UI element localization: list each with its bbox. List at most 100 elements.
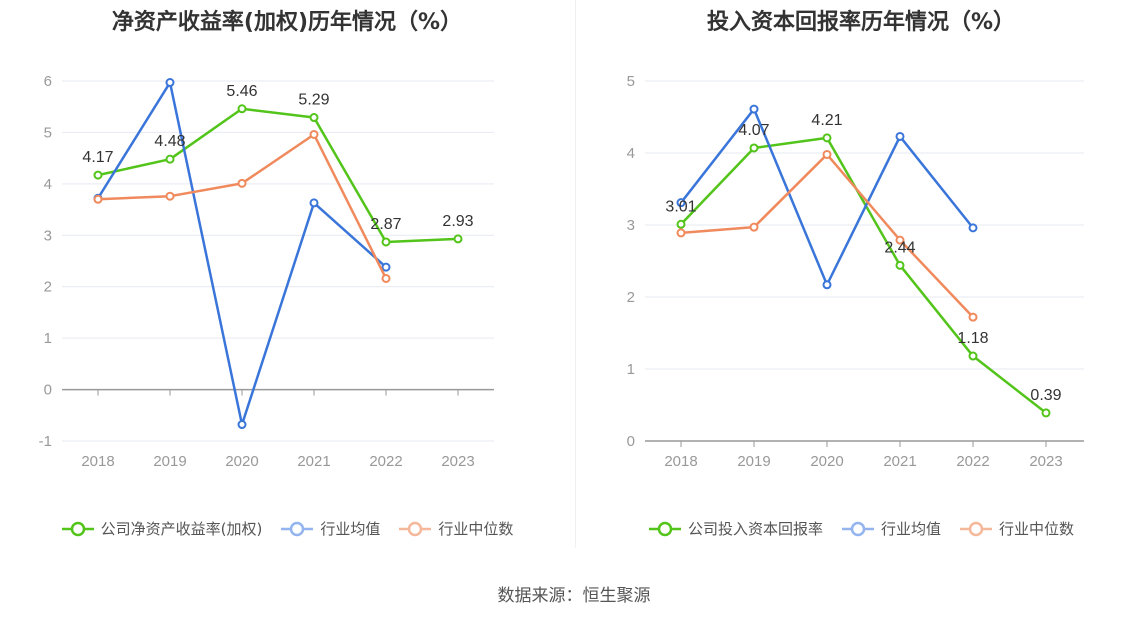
data-point[interactable] [822, 280, 832, 290]
data-label: 2.93 [442, 213, 473, 230]
y-tick-label: 0 [44, 382, 52, 399]
data-label: 2.44 [884, 239, 915, 256]
y-tick-label: 6 [44, 73, 52, 90]
legend-item-industry-median[interactable]: 行业中位数 [959, 518, 1074, 539]
data-point[interactable] [381, 262, 391, 272]
x-tick-label: 2022 [369, 453, 402, 470]
y-tick-label: 3 [44, 227, 52, 244]
series-line [96, 81, 387, 426]
y-tick-label: 5 [44, 124, 52, 141]
data-point[interactable] [749, 143, 759, 153]
y-tick-label: 4 [627, 145, 635, 162]
data-label: 4.48 [154, 133, 185, 150]
data-point[interactable] [676, 219, 686, 229]
series-line [680, 136, 1047, 414]
data-point[interactable] [165, 78, 175, 88]
legend-label: 公司投入资本回报率 [687, 520, 823, 538]
chart-title: 投入资本回报率历年情况（%） [706, 10, 1016, 35]
data-point[interactable] [309, 129, 319, 139]
data-point[interactable] [237, 420, 247, 430]
x-tick-label: 2019 [153, 453, 186, 470]
data-label: 5.29 [298, 92, 329, 109]
legend-label: 行业均值 [880, 520, 941, 538]
legend-line-marker-icon [960, 521, 992, 536]
data-point[interactable] [968, 351, 978, 361]
data-point[interactable] [381, 273, 391, 283]
legend-item-company[interactable]: 公司净资产收益率(加权) [61, 518, 263, 539]
x-tick-label: 2023 [441, 453, 474, 470]
chart-roe: 净资产收益率(加权)历年情况（%） -1 0 1 2 3 4 5 6 2018 2019 2020 2… [0, 0, 574, 560]
y-tick-label: 5 [627, 73, 635, 90]
x-tick-label: 2020 [225, 453, 258, 470]
data-point[interactable] [895, 260, 905, 270]
legend-item-industry-mean[interactable]: 行业均值 [841, 518, 941, 539]
data-point[interactable] [381, 237, 391, 247]
data-point[interactable] [93, 170, 103, 180]
x-tick-label: 2023 [1029, 453, 1062, 470]
data-point[interactable] [165, 154, 175, 164]
series-line [97, 133, 388, 280]
y-tick-label: -1 [39, 433, 52, 450]
data-label: 4.07 [738, 122, 769, 139]
legend-item-company[interactable]: 公司投入资本回报率 [648, 518, 823, 539]
data-point[interactable] [453, 234, 463, 244]
data-point[interactable] [968, 312, 978, 322]
chart-title: 净资产收益率(加权)历年情况（%） [111, 10, 463, 35]
data-source-note: 数据来源：恒生聚源 [497, 586, 651, 606]
x-tick-label: 2021 [883, 453, 916, 470]
data-point[interactable] [676, 198, 686, 208]
data-label: 2.87 [370, 216, 401, 233]
y-tick-label: 3 [627, 217, 635, 234]
plot-area: 0 1 2 3 4 5 2018 2019 2020 2021 2022 2023 3.01 4.07 4.… [627, 73, 1084, 470]
data-point[interactable] [749, 104, 759, 114]
legend-line-marker-icon [281, 521, 314, 536]
x-tick-label: 2020 [810, 453, 843, 470]
data-point[interactable] [749, 222, 759, 232]
data-point[interactable] [1041, 408, 1051, 418]
data-point[interactable] [822, 133, 832, 143]
data-point[interactable] [895, 235, 905, 245]
legend-label: 行业均值 [320, 520, 381, 538]
data-label: 3.01 [665, 198, 696, 215]
y-tick-label: 0 [627, 433, 635, 450]
panel-divider [575, 0, 576, 548]
data-point[interactable] [968, 223, 978, 233]
legend-line-marker-icon [841, 521, 874, 536]
legend-line-marker-icon [399, 521, 432, 536]
data-point[interactable] [165, 191, 175, 201]
data-point[interactable] [237, 178, 247, 188]
data-point[interactable] [237, 104, 247, 114]
x-tick-label: 2018 [81, 453, 114, 470]
legend-item-industry-mean[interactable]: 行业均值 [280, 518, 380, 539]
legend-line-marker-icon [61, 521, 94, 536]
data-point[interactable] [309, 113, 319, 123]
legend-label: 行业中位数 [438, 520, 514, 538]
data-point[interactable] [93, 194, 103, 204]
data-point[interactable] [309, 198, 319, 208]
data-label: 0.39 [1030, 387, 1061, 404]
legend-label: 公司净资产收益率(加权) [100, 520, 263, 538]
series-line [97, 107, 459, 244]
legend: 公司净资产收益率(加权) 行业均值 行业中位数 [0, 518, 574, 539]
y-tick-label: 4 [44, 176, 52, 193]
data-point[interactable] [822, 149, 832, 159]
legend-line-marker-icon [648, 521, 681, 536]
x-tick-label: 2021 [297, 453, 330, 470]
data-label: 4.21 [811, 112, 842, 129]
x-tick-label: 2018 [664, 453, 697, 470]
legend-item-industry-median[interactable]: 行业中位数 [398, 518, 513, 539]
x-tick-label: 2022 [956, 453, 989, 470]
data-label: 1.18 [957, 330, 988, 347]
y-tick-label: 1 [44, 330, 52, 347]
y-tick-label: 2 [627, 289, 635, 306]
data-label: 4.17 [82, 149, 113, 166]
chart-roic: 投入资本回报率历年情况（%） 0 1 2 3 4 5 2018 2019 2020 2021 202… [574, 0, 1148, 560]
y-tick-label: 2 [44, 279, 52, 296]
data-point[interactable] [895, 131, 905, 141]
x-tick-label: 2019 [737, 453, 770, 470]
legend: 公司投入资本回报率 行业均值 行业中位数 [574, 518, 1148, 539]
plot-area: -1 0 1 2 3 4 5 6 2018 2019 2020 2021 2022 2023 4.17 4.4… [39, 73, 494, 470]
data-label: 5.46 [226, 83, 257, 100]
legend-label: 行业中位数 [999, 520, 1075, 538]
data-point[interactable] [676, 228, 686, 238]
